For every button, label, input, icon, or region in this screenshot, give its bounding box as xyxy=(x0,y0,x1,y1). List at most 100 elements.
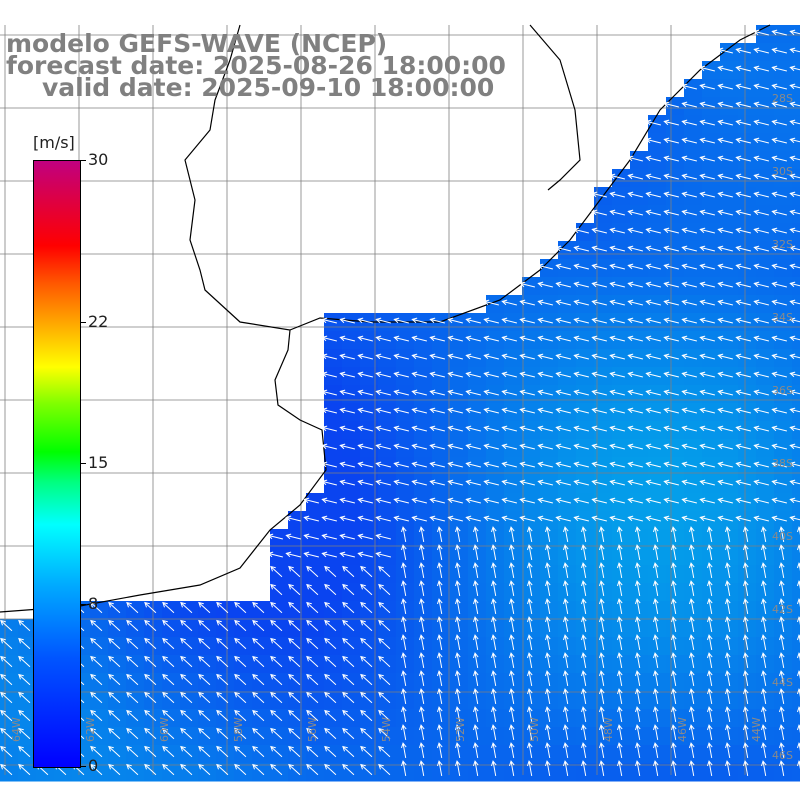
wind-arrow xyxy=(234,727,247,740)
wind-arrow xyxy=(357,317,374,324)
wind-arrow xyxy=(321,317,338,324)
wind-arrow xyxy=(742,526,749,543)
wind-arrow xyxy=(360,583,373,596)
wind-arrow xyxy=(252,745,265,758)
wind-arrow xyxy=(706,526,713,543)
wind-arrow xyxy=(285,551,302,558)
wind-arrow xyxy=(789,335,800,342)
wind-arrow xyxy=(339,551,356,558)
wind-arrow xyxy=(526,562,533,579)
wind-arrow xyxy=(198,709,211,722)
wind-arrow xyxy=(490,742,497,759)
wind-arrow xyxy=(717,209,734,216)
wind-arrow xyxy=(490,724,497,741)
wind-arrow xyxy=(483,443,500,450)
wind-arrow xyxy=(519,479,536,486)
wind-arrow xyxy=(670,598,677,615)
wind-arrow xyxy=(609,515,626,522)
wind-arrow xyxy=(717,479,734,486)
wind-arrow xyxy=(508,652,515,669)
wind-arrow xyxy=(778,688,785,705)
wind-arrow xyxy=(519,515,536,522)
wind-arrow xyxy=(796,706,800,716)
wind-arrow xyxy=(418,544,425,561)
wind-arrow xyxy=(288,601,301,614)
wind-arrow xyxy=(375,335,392,342)
wind-arrow xyxy=(447,515,464,522)
wind-arrow xyxy=(771,299,788,306)
wind-arrow xyxy=(306,709,319,722)
wind-arrow xyxy=(735,137,752,144)
wind-arrow xyxy=(627,209,644,216)
wind-arrow xyxy=(724,742,731,759)
wind-arrow xyxy=(789,407,800,414)
wind-arrow xyxy=(555,317,572,324)
wind-arrow xyxy=(670,670,677,687)
wind-arrow xyxy=(735,209,752,216)
wind-arrow xyxy=(555,371,572,378)
wind-cell xyxy=(792,727,800,746)
wind-arrow xyxy=(393,353,410,360)
wind-arrow xyxy=(681,371,698,378)
wind-arrow xyxy=(519,335,536,342)
wind-arrow xyxy=(18,709,31,722)
wind-arrow xyxy=(789,389,800,396)
wind-arrow xyxy=(472,652,479,669)
wind-arrow xyxy=(357,533,374,540)
wind-arrow xyxy=(634,598,641,615)
wind-arrow xyxy=(18,673,31,686)
wind-arrow xyxy=(706,616,713,633)
wind-arrow xyxy=(537,353,554,360)
wind-arrow xyxy=(508,598,515,615)
wind-arrow xyxy=(598,706,605,723)
wind-arrow xyxy=(634,688,641,705)
wind-arrow xyxy=(598,580,605,597)
wind-arrow xyxy=(778,724,785,741)
wind-arrow xyxy=(591,245,608,252)
wind-arrow xyxy=(580,544,587,561)
wind-arrow xyxy=(699,101,716,108)
wind-arrow xyxy=(526,670,533,687)
wind-arrow xyxy=(465,389,482,396)
wind-arrow xyxy=(753,371,770,378)
wind-arrow xyxy=(742,634,749,651)
wind-arrow xyxy=(573,227,590,234)
wind-arrow xyxy=(760,598,767,615)
wind-arrow xyxy=(429,479,446,486)
longitude-label: 52W xyxy=(454,717,467,742)
wind-arrow xyxy=(360,619,373,632)
wind-arrow xyxy=(18,619,31,632)
wind-arrow xyxy=(0,691,13,704)
wind-arrow xyxy=(306,691,319,704)
wind-arrow xyxy=(645,137,662,144)
wind-arrow xyxy=(0,709,13,722)
wind-arrow xyxy=(760,634,767,651)
wind-arrow xyxy=(796,544,800,554)
wind-arrow xyxy=(465,461,482,468)
wind-arrow xyxy=(796,580,800,590)
wind-arrow xyxy=(717,353,734,360)
wind-arrow xyxy=(555,479,572,486)
latitude-label: 38S xyxy=(772,457,793,470)
wind-arrow xyxy=(378,691,391,704)
wind-arrow xyxy=(699,425,716,432)
colorbar-label: 8 xyxy=(88,594,99,614)
wind-arrow xyxy=(627,371,644,378)
wind-arrow xyxy=(270,727,283,740)
wind-arrow xyxy=(789,29,800,36)
wind-arrow xyxy=(252,673,265,686)
wind-arrow xyxy=(472,616,479,633)
wind-arrow xyxy=(699,335,716,342)
wind-arrow xyxy=(490,652,497,669)
wind-arrow xyxy=(645,389,662,396)
wind-arrow xyxy=(483,479,500,486)
wind-arrow xyxy=(378,637,391,650)
wind-vectors xyxy=(0,29,800,777)
wind-arrow xyxy=(753,119,770,126)
wind-arrow xyxy=(144,637,157,650)
wind-arrow xyxy=(789,191,800,198)
wind-arrow xyxy=(0,763,13,776)
wind-arrow xyxy=(699,137,716,144)
wind-arrow xyxy=(645,263,662,270)
wind-arrow xyxy=(270,619,283,632)
